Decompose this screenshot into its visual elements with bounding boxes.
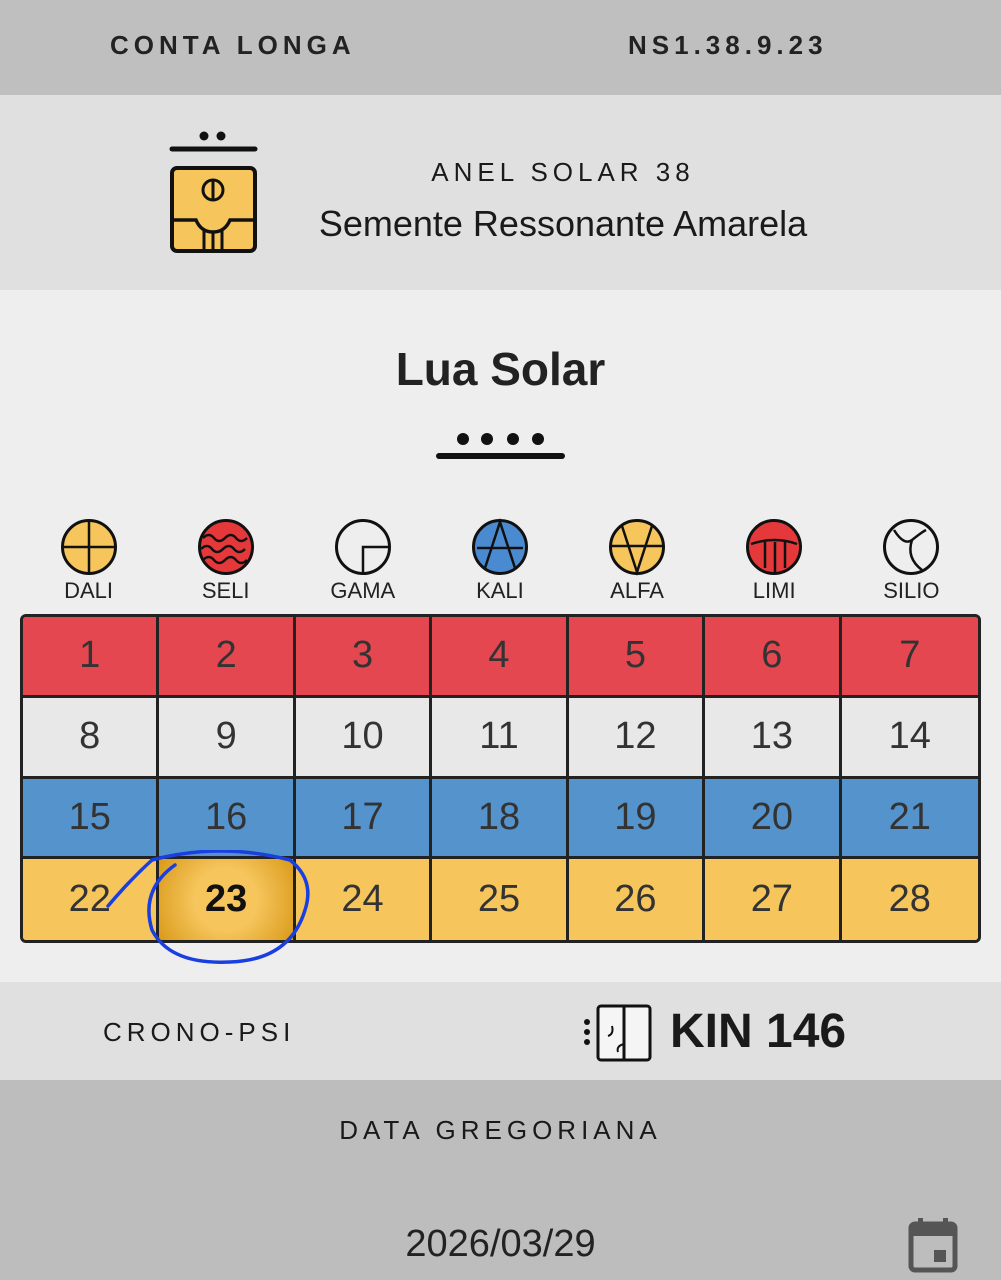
long-count-value: NS1.38.9.23 <box>628 30 828 60</box>
day-cell[interactable]: 11 <box>432 697 569 779</box>
day-cell[interactable]: 7 <box>841 617 978 698</box>
day-cell[interactable]: 26 <box>568 859 706 940</box>
plasma-label: GAMA <box>330 578 396 603</box>
plasma-gama-icon <box>334 519 391 575</box>
day-cell[interactable]: 15 <box>23 778 160 860</box>
plasma-dali: DALI <box>20 518 157 604</box>
crono-psi-label: CRONO-PSI <box>103 1017 296 1047</box>
day-cell[interactable]: 10 <box>295 697 433 779</box>
gregorian-date-value[interactable]: 2026/03/29 <box>405 1223 596 1265</box>
plasma-label: SELI <box>201 578 250 603</box>
day-cell[interactable]: 6 <box>705 617 842 698</box>
day-cell[interactable]: 24 <box>295 859 433 940</box>
day-cell[interactable]: 13 <box>705 697 842 779</box>
day-cell[interactable]: 18 <box>432 778 569 860</box>
plasma-label: LIMI <box>752 578 796 603</box>
crono-psi-section: CRONO-PSI KIN 146 <box>0 982 1001 1080</box>
day-cell[interactable]: 4 <box>432 617 569 698</box>
day-cell[interactable]: 1 <box>23 617 160 698</box>
tone-four-dots-icon <box>436 433 565 459</box>
yellow-seed-glyph-icon <box>169 131 258 253</box>
solar-ring-label: ANEL SOLAR 38 <box>431 157 695 187</box>
day-cell-selected[interactable]: 23 <box>159 859 296 940</box>
day-cell[interactable]: 25 <box>432 859 569 940</box>
year-bearer-name: Semente Ressonante Amarela <box>318 203 808 244</box>
day-cell[interactable]: 17 <box>295 778 433 860</box>
day-cell[interactable]: 14 <box>841 697 978 779</box>
gregorian-date-section: DATA GREGORIANA 2026/03/29 <box>0 1080 1001 1280</box>
day-cell[interactable]: 21 <box>841 778 978 860</box>
plasma-label: SILIO <box>883 578 940 603</box>
plasma-seli-icon <box>197 519 254 575</box>
plasma-label: DALI <box>64 578 114 603</box>
plasma-kali: KALI <box>431 518 568 604</box>
day-cell[interactable]: 12 <box>568 697 706 779</box>
plasma-header: DALI SELI GAMA KALI ALFA LIMI SILIO <box>20 518 980 604</box>
plasma-label: KALI <box>476 578 524 603</box>
long-count-label: CONTA LONGA <box>110 30 356 60</box>
plasma-limi-icon <box>746 519 803 575</box>
plasma-limi: LIMI <box>706 518 843 604</box>
calendar-icon[interactable] <box>908 1218 958 1273</box>
day-cell[interactable]: 5 <box>568 617 706 698</box>
header-bar: CONTA LONGA NS1.38.9.23 <box>0 0 1001 95</box>
kin-number: KIN 146 <box>670 1005 847 1058</box>
day-cell[interactable]: 28 <box>841 859 978 940</box>
moon-title: Lua Solar <box>395 343 606 395</box>
kin-glyph-icon <box>584 1004 652 1062</box>
day-cell[interactable]: 3 <box>295 617 433 698</box>
day-cell[interactable]: 16 <box>159 778 296 860</box>
plasma-silio: SILIO <box>843 518 980 604</box>
day-cell[interactable]: 2 <box>159 617 296 698</box>
plasma-label: ALFA <box>610 578 664 603</box>
plasma-dali-icon <box>60 519 117 575</box>
day-cell[interactable]: 20 <box>705 778 842 860</box>
day-cell[interactable]: 27 <box>705 859 842 940</box>
plasma-gama: GAMA <box>294 518 431 604</box>
plasma-silio-icon <box>883 519 940 575</box>
day-cell[interactable]: 8 <box>23 697 160 779</box>
moon-calendar: Lua Solar DALI SELI GAMA KALI ALFA LIMI SILIO … <box>0 290 1001 982</box>
gregorian-label: DATA GREGORIANA <box>339 1115 662 1145</box>
plasma-seli: SELI <box>157 518 294 604</box>
day-cell[interactable]: 19 <box>568 778 706 860</box>
plasma-alfa: ALFA <box>569 518 706 604</box>
day-grid: 1 2 3 4 5 6 7 8 9 10 11 12 13 14 15 16 17 18 19 20 21 22 23 24 2… <box>20 614 981 943</box>
plasma-alfa-icon <box>609 519 666 576</box>
day-cell[interactable]: 9 <box>159 697 296 779</box>
plasma-kali-icon <box>471 518 528 575</box>
solar-ring-section: ANEL SOLAR 38 Semente Ressonante Amarela <box>0 95 1001 290</box>
day-cell[interactable]: 22 <box>23 859 160 940</box>
